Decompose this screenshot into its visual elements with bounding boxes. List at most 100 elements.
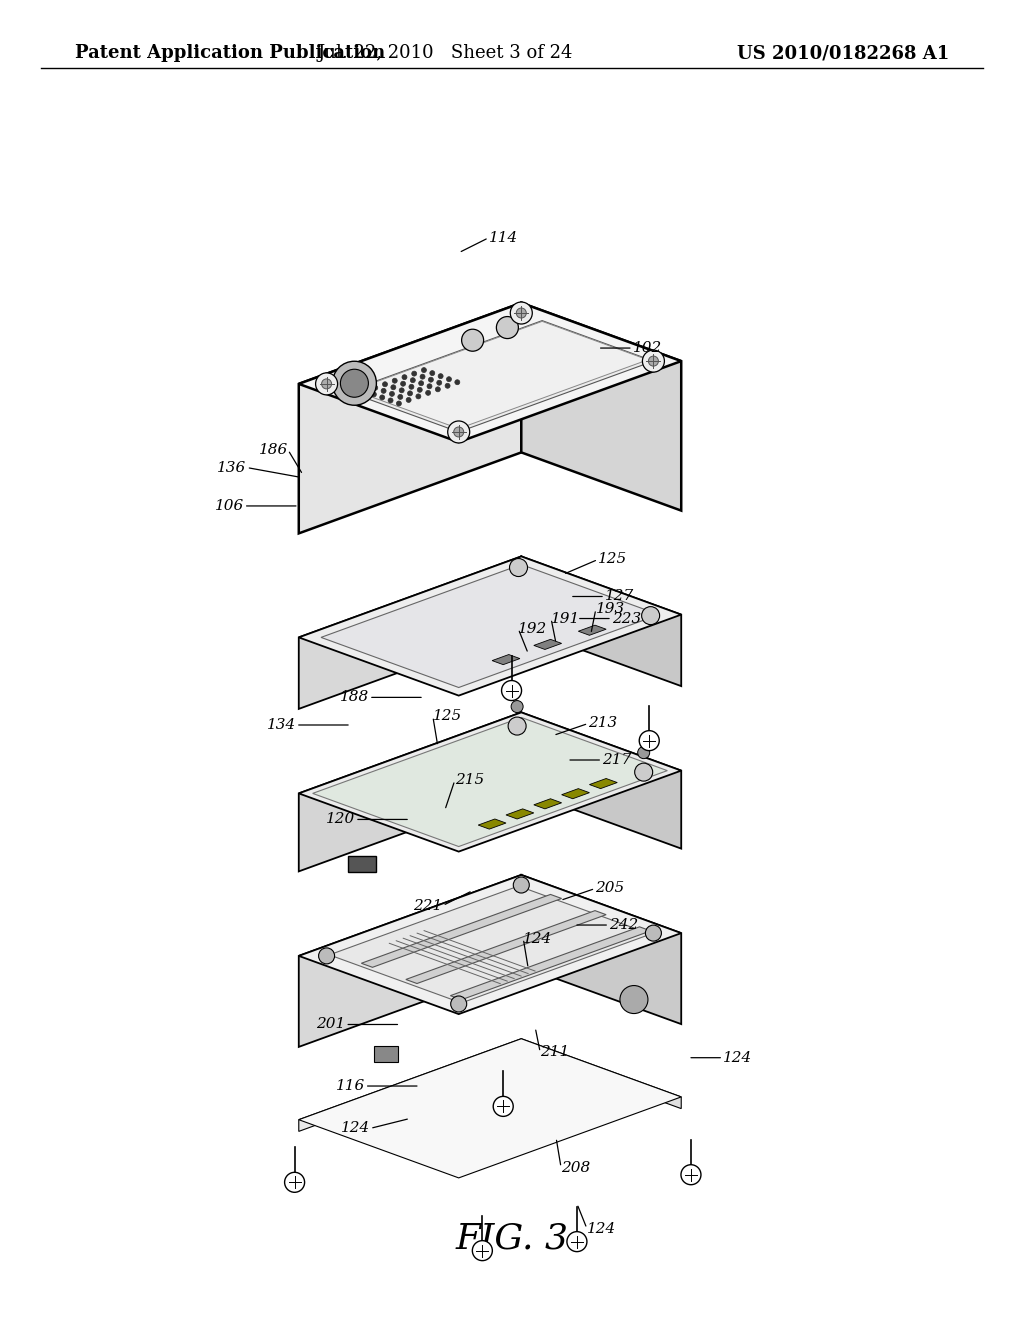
Polygon shape bbox=[590, 779, 617, 788]
Text: 215: 215 bbox=[455, 774, 484, 787]
Circle shape bbox=[438, 374, 443, 379]
Polygon shape bbox=[299, 302, 521, 533]
Text: 120: 120 bbox=[326, 812, 355, 826]
Circle shape bbox=[638, 747, 649, 759]
Text: 124: 124 bbox=[523, 932, 553, 945]
Circle shape bbox=[407, 397, 412, 403]
Circle shape bbox=[397, 395, 402, 400]
Circle shape bbox=[451, 997, 467, 1012]
Text: 102: 102 bbox=[633, 341, 663, 355]
Circle shape bbox=[419, 380, 424, 385]
Circle shape bbox=[502, 681, 521, 701]
Circle shape bbox=[567, 1232, 587, 1251]
Text: 221: 221 bbox=[414, 899, 442, 912]
Polygon shape bbox=[534, 639, 561, 649]
Circle shape bbox=[428, 378, 433, 383]
Circle shape bbox=[497, 317, 518, 338]
Text: 201: 201 bbox=[316, 1018, 345, 1031]
Text: Patent Application Publication: Patent Application Publication bbox=[75, 45, 385, 62]
Circle shape bbox=[388, 397, 393, 403]
Text: 205: 205 bbox=[595, 882, 625, 895]
Polygon shape bbox=[478, 818, 506, 829]
Circle shape bbox=[373, 385, 378, 391]
Polygon shape bbox=[353, 321, 648, 429]
Text: 208: 208 bbox=[561, 1160, 590, 1175]
Text: 124: 124 bbox=[587, 1221, 616, 1236]
Circle shape bbox=[409, 384, 414, 389]
Circle shape bbox=[462, 329, 483, 351]
Circle shape bbox=[391, 385, 396, 389]
Polygon shape bbox=[521, 1039, 681, 1109]
Text: 223: 223 bbox=[612, 611, 641, 626]
Circle shape bbox=[402, 375, 407, 380]
Polygon shape bbox=[451, 927, 650, 999]
Circle shape bbox=[318, 948, 335, 964]
Circle shape bbox=[513, 876, 529, 894]
Circle shape bbox=[381, 388, 386, 393]
Text: 191: 191 bbox=[551, 611, 581, 626]
Circle shape bbox=[416, 393, 421, 399]
Polygon shape bbox=[322, 565, 659, 688]
Text: Jul. 22, 2010   Sheet 3 of 24: Jul. 22, 2010 Sheet 3 of 24 bbox=[317, 45, 573, 62]
Circle shape bbox=[322, 379, 332, 389]
Polygon shape bbox=[299, 1039, 681, 1177]
Text: 125: 125 bbox=[598, 553, 628, 566]
Text: 136: 136 bbox=[217, 461, 247, 474]
Circle shape bbox=[511, 701, 523, 713]
Text: 124: 124 bbox=[723, 1051, 753, 1065]
Polygon shape bbox=[534, 799, 561, 809]
Polygon shape bbox=[506, 809, 534, 818]
Polygon shape bbox=[347, 321, 653, 432]
Circle shape bbox=[681, 1164, 701, 1185]
Circle shape bbox=[399, 388, 404, 393]
Circle shape bbox=[435, 387, 440, 392]
Circle shape bbox=[508, 717, 526, 735]
Circle shape bbox=[412, 371, 417, 376]
Circle shape bbox=[472, 1241, 493, 1261]
Polygon shape bbox=[299, 557, 681, 696]
Text: 193: 193 bbox=[596, 602, 625, 616]
Circle shape bbox=[333, 362, 377, 405]
Polygon shape bbox=[299, 713, 521, 871]
Polygon shape bbox=[493, 655, 520, 665]
Polygon shape bbox=[299, 875, 681, 1014]
Text: 217: 217 bbox=[602, 752, 632, 767]
Text: 125: 125 bbox=[433, 709, 462, 723]
Circle shape bbox=[648, 356, 658, 366]
Circle shape bbox=[400, 381, 406, 387]
Bar bbox=[348, 855, 376, 873]
Circle shape bbox=[620, 986, 648, 1014]
Polygon shape bbox=[299, 713, 681, 851]
Circle shape bbox=[642, 607, 659, 624]
Circle shape bbox=[411, 378, 416, 383]
Polygon shape bbox=[299, 875, 521, 1047]
Text: 186: 186 bbox=[259, 442, 288, 457]
Circle shape bbox=[645, 925, 662, 941]
Circle shape bbox=[510, 558, 527, 577]
Polygon shape bbox=[406, 911, 606, 983]
Circle shape bbox=[389, 391, 394, 396]
Text: 242: 242 bbox=[609, 917, 638, 932]
Text: FIG. 3: FIG. 3 bbox=[456, 1221, 568, 1255]
Text: 213: 213 bbox=[588, 717, 617, 730]
Polygon shape bbox=[312, 718, 668, 846]
Text: 114: 114 bbox=[488, 231, 518, 244]
Polygon shape bbox=[330, 886, 650, 1003]
Polygon shape bbox=[561, 788, 590, 799]
Text: 211: 211 bbox=[541, 1045, 569, 1060]
Text: US 2010/0182268 A1: US 2010/0182268 A1 bbox=[737, 45, 949, 62]
Text: 188: 188 bbox=[340, 690, 369, 705]
Text: 192: 192 bbox=[518, 622, 548, 636]
Circle shape bbox=[285, 1172, 304, 1192]
Circle shape bbox=[420, 374, 425, 379]
Circle shape bbox=[422, 367, 426, 372]
Polygon shape bbox=[579, 626, 606, 635]
Circle shape bbox=[510, 302, 532, 323]
Circle shape bbox=[417, 387, 422, 392]
Circle shape bbox=[408, 391, 413, 396]
Polygon shape bbox=[361, 895, 561, 968]
Text: 134: 134 bbox=[266, 718, 296, 733]
Circle shape bbox=[446, 376, 452, 381]
Circle shape bbox=[494, 1097, 513, 1117]
Text: 106: 106 bbox=[214, 499, 244, 513]
